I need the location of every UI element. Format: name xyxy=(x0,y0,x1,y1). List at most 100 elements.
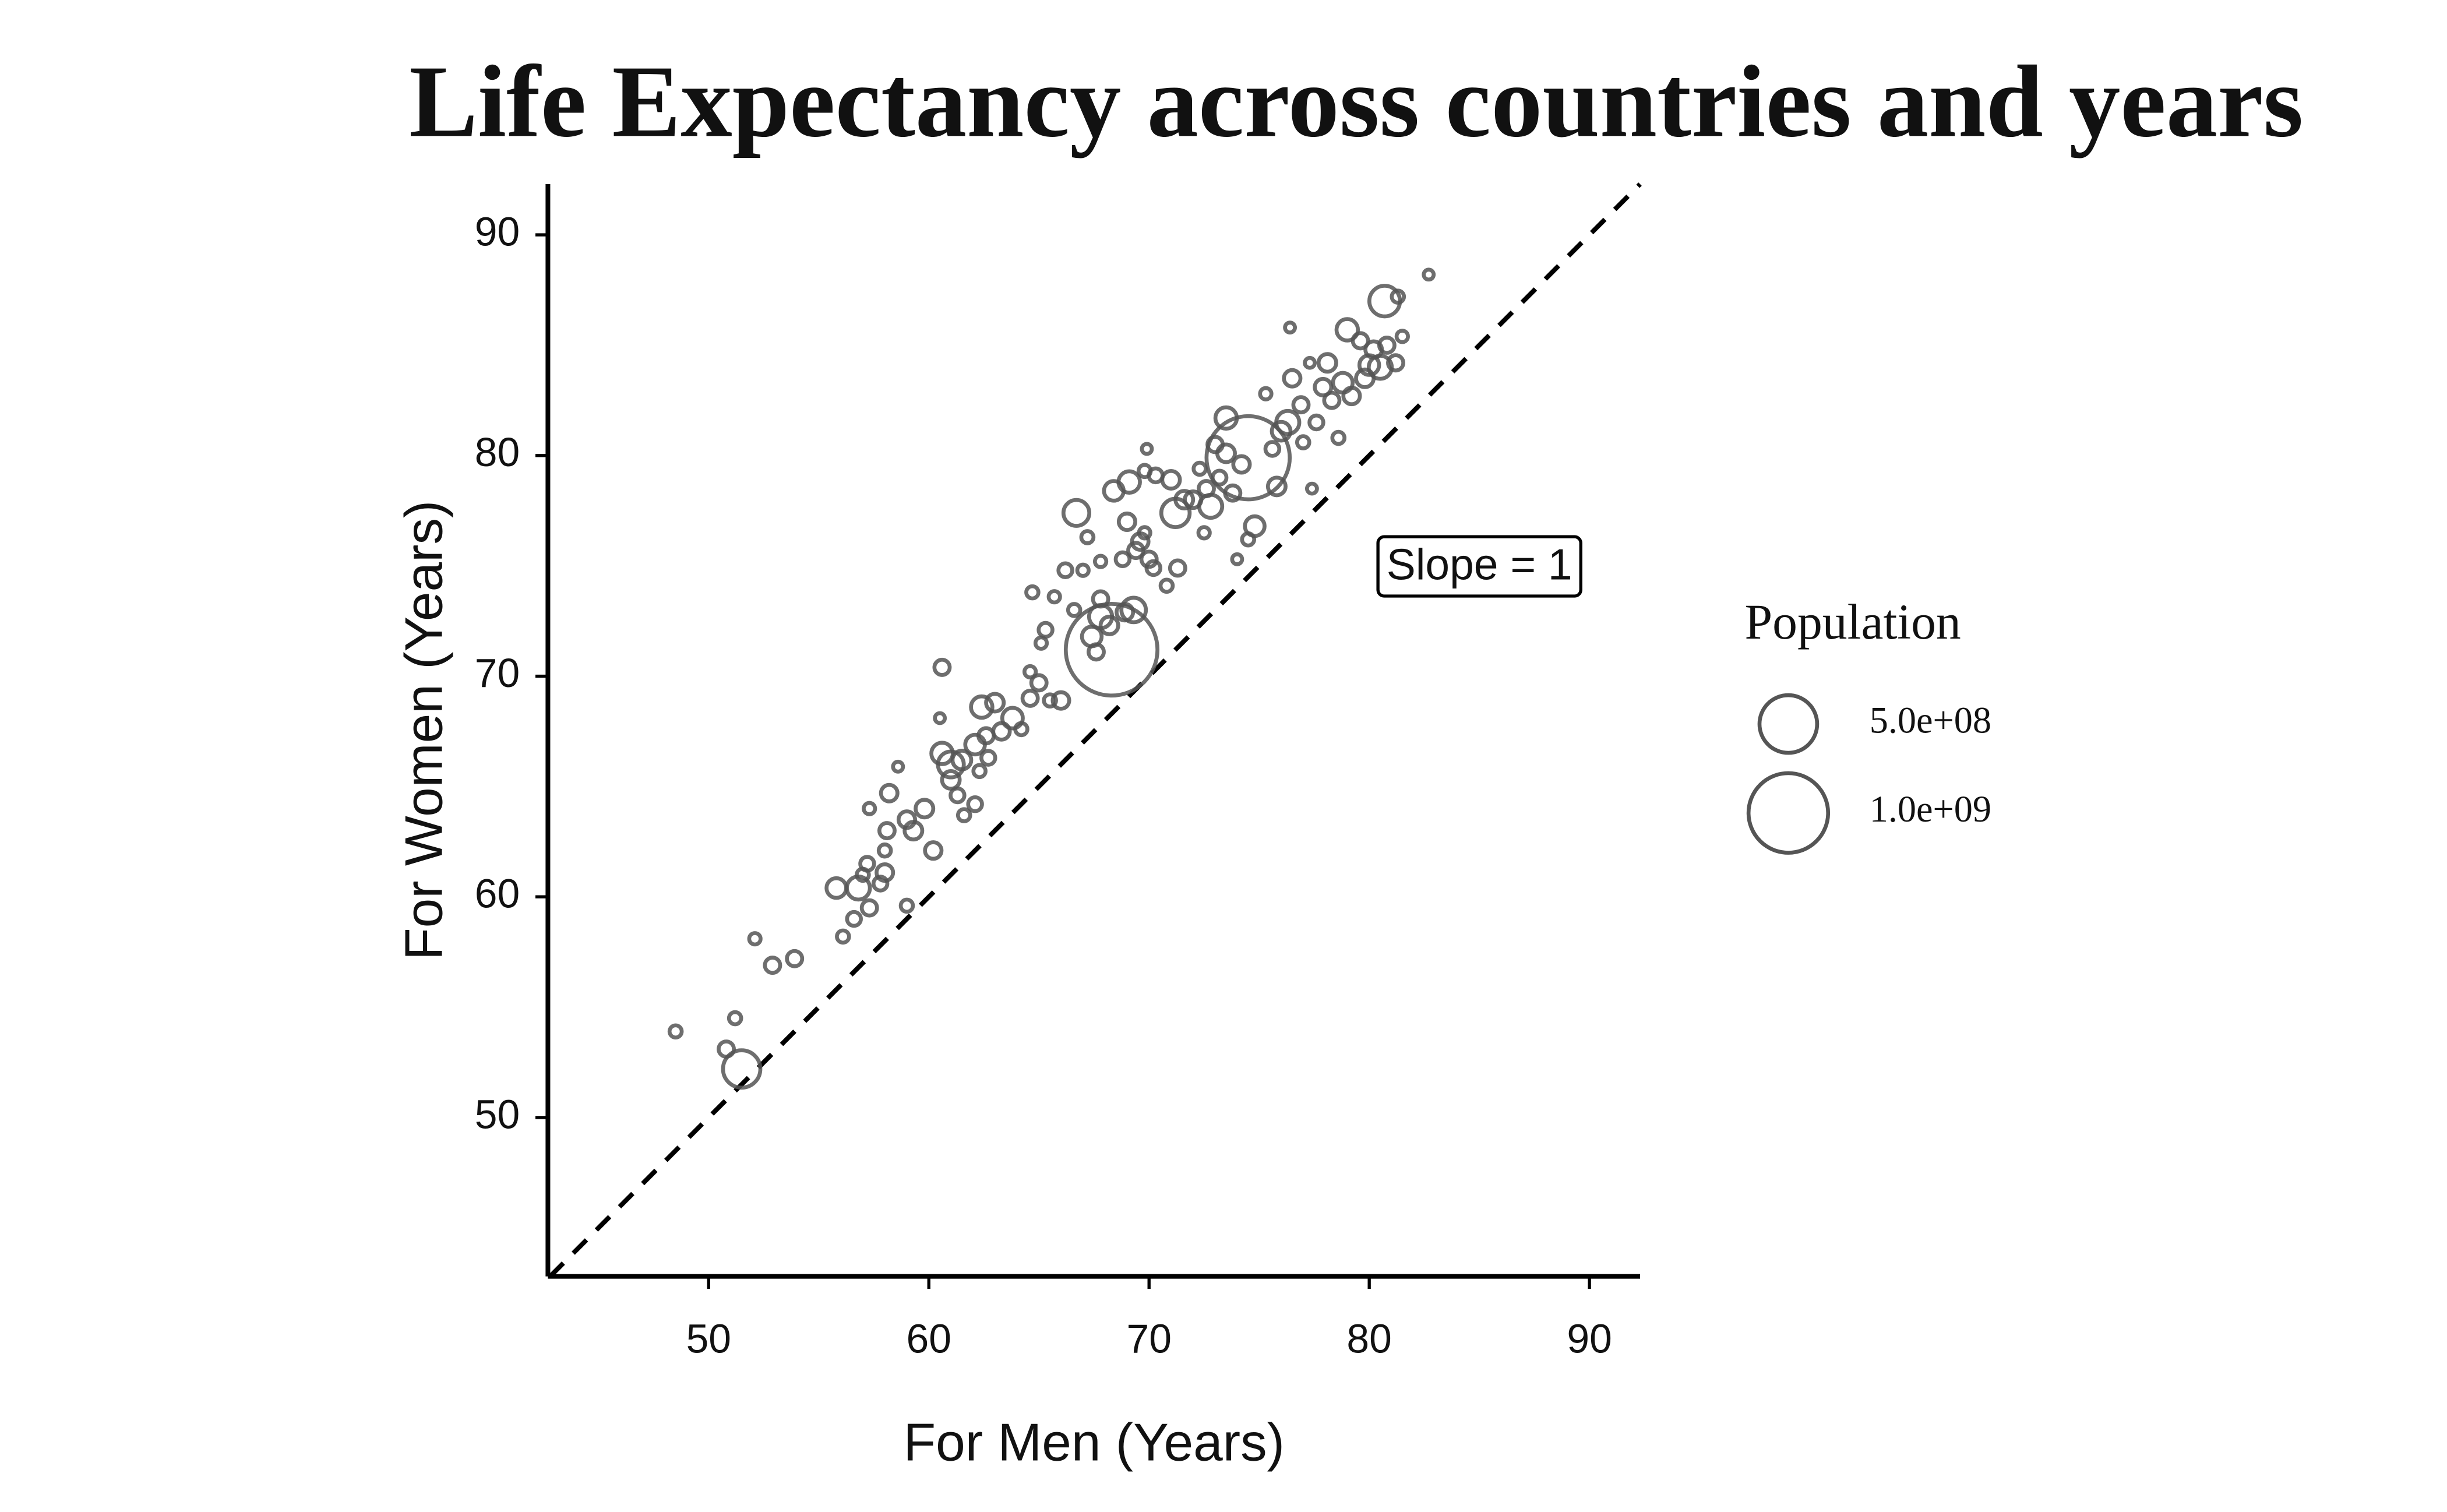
point xyxy=(1258,386,1274,401)
point xyxy=(1079,529,1096,545)
point xyxy=(875,862,895,883)
y-tick-label: 80 xyxy=(475,429,520,475)
point xyxy=(1056,561,1074,579)
point xyxy=(785,949,805,968)
point xyxy=(1386,353,1405,373)
point xyxy=(1137,525,1152,541)
point xyxy=(1024,584,1041,601)
point xyxy=(1046,589,1062,605)
point xyxy=(1243,514,1267,538)
annotation: Slope = 1 xyxy=(1387,540,1572,589)
point xyxy=(1341,386,1362,407)
x-tick-label: 70 xyxy=(1126,1316,1171,1361)
point xyxy=(1119,595,1148,625)
point xyxy=(1168,558,1187,578)
point xyxy=(1092,554,1109,569)
point xyxy=(1113,550,1132,569)
x-tick-label: 80 xyxy=(1346,1316,1391,1361)
point xyxy=(858,855,876,873)
point xyxy=(1390,288,1406,305)
point xyxy=(1270,420,1293,443)
point xyxy=(1140,442,1154,456)
point xyxy=(1265,475,1288,498)
annotation-box xyxy=(1376,535,1582,598)
x-tick-label: 50 xyxy=(686,1316,731,1361)
point xyxy=(1098,614,1120,636)
point xyxy=(949,786,967,805)
point xyxy=(1422,267,1436,282)
point xyxy=(923,840,944,861)
point xyxy=(667,1023,684,1040)
point xyxy=(1158,577,1175,594)
point xyxy=(902,820,925,842)
point xyxy=(876,842,893,859)
point xyxy=(1316,352,1338,374)
point xyxy=(1204,414,1292,502)
point xyxy=(1274,408,1302,436)
point xyxy=(1303,355,1317,370)
point xyxy=(933,711,947,725)
point xyxy=(1061,498,1092,528)
legend-circle xyxy=(1757,693,1820,755)
point xyxy=(984,692,1006,714)
point xyxy=(1075,562,1091,578)
point xyxy=(1263,440,1282,458)
point xyxy=(862,801,877,816)
point xyxy=(747,931,763,947)
point xyxy=(1173,489,1196,511)
point xyxy=(1036,621,1055,639)
point xyxy=(1160,468,1182,491)
x-tick-label: 60 xyxy=(907,1316,951,1361)
point xyxy=(1330,429,1347,446)
point xyxy=(1191,460,1208,477)
point xyxy=(1295,434,1311,450)
point xyxy=(1066,602,1083,618)
point xyxy=(1334,317,1360,343)
point xyxy=(1042,692,1058,709)
point xyxy=(1322,390,1342,410)
point xyxy=(1087,642,1106,662)
point xyxy=(1020,688,1040,708)
point xyxy=(1196,525,1212,541)
point xyxy=(1013,721,1029,738)
legend-label: 5.0e+08 xyxy=(1870,699,1991,741)
point xyxy=(879,783,900,803)
point xyxy=(940,769,962,791)
point xyxy=(932,657,952,677)
point xyxy=(871,875,890,893)
point xyxy=(1283,320,1297,335)
reference-line xyxy=(548,182,1642,1278)
point xyxy=(859,898,879,918)
point xyxy=(914,798,936,820)
point xyxy=(950,749,974,771)
point xyxy=(1231,454,1252,475)
point xyxy=(1313,376,1334,397)
legend-title: Population xyxy=(1744,594,1961,650)
point xyxy=(966,795,984,813)
point xyxy=(969,694,995,720)
point xyxy=(763,956,782,975)
y-tick-label: 60 xyxy=(475,871,520,917)
point xyxy=(727,1010,743,1027)
point xyxy=(898,897,915,914)
point xyxy=(891,759,905,774)
point xyxy=(877,821,897,841)
point xyxy=(1029,673,1049,693)
point xyxy=(1197,492,1225,520)
point xyxy=(1351,331,1370,351)
point xyxy=(835,928,851,945)
x-axis-label: For Men (Years) xyxy=(904,1414,1285,1472)
point xyxy=(1291,395,1311,415)
point xyxy=(1144,559,1163,577)
legend-circle xyxy=(1746,771,1831,855)
point xyxy=(1116,511,1137,532)
y-axis-label: For Women (Years) xyxy=(394,501,453,960)
x-tick-label: 90 xyxy=(1567,1316,1612,1361)
point xyxy=(1304,481,1319,496)
point xyxy=(971,763,988,780)
point xyxy=(1230,552,1244,566)
point xyxy=(1000,706,1025,731)
